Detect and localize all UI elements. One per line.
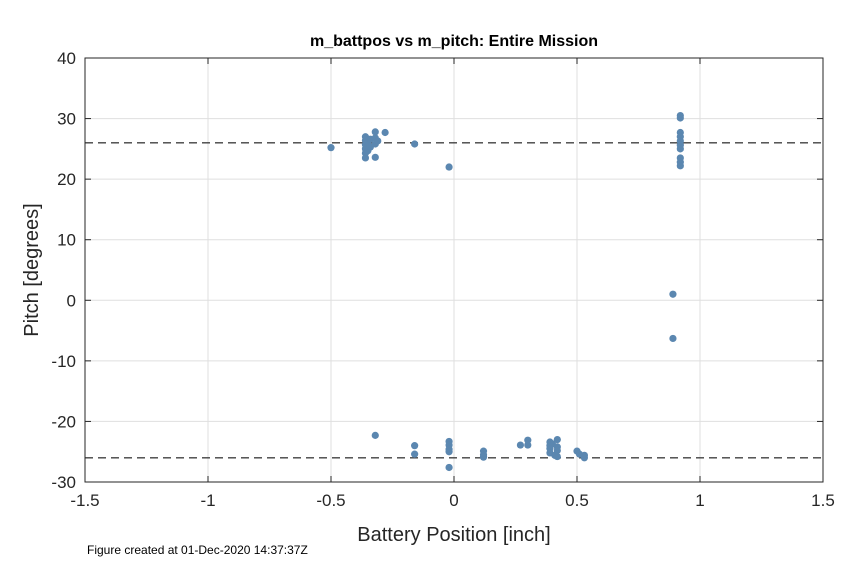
data-point [411, 450, 419, 458]
data-point [516, 441, 525, 449]
y-axis-ticks: -30 -20 -10 0 10 20 30 40 [51, 49, 823, 492]
data-point [676, 145, 684, 153]
x-tick-label: 1.5 [811, 491, 835, 510]
data-point [371, 153, 379, 161]
data-point [669, 290, 677, 298]
y-tick-label: 30 [57, 110, 76, 129]
data-point [371, 431, 379, 439]
y-tick-label: 40 [57, 49, 76, 68]
chart-title: m_battpos vs m_pitch: Entire Mission [310, 33, 598, 50]
data-point [411, 442, 419, 450]
y-tick-label: 0 [67, 291, 76, 310]
data-point [411, 140, 419, 148]
data-point [553, 446, 561, 455]
data-point [553, 436, 561, 444]
x-tick-label: -1.5 [70, 491, 99, 510]
data-point [669, 334, 677, 343]
data-point [676, 114, 684, 122]
data-point [445, 463, 453, 472]
x-tick-label: 0 [449, 491, 458, 510]
grid-lines [84, 57, 824, 483]
x-tick-label: 1 [695, 491, 704, 510]
data-point [524, 441, 532, 449]
data-point [374, 137, 382, 145]
x-tick-label: 0.5 [565, 491, 589, 510]
y-axis-label: Pitch [degrees] [21, 203, 43, 336]
data-point [580, 454, 588, 462]
data-point [553, 452, 561, 461]
reference-lines [85, 142, 823, 459]
y-tick-label: 10 [57, 231, 76, 250]
x-tick-label: -0.5 [316, 491, 345, 510]
data-point [445, 448, 453, 456]
figure-timestamp: Figure created at 01-Dec-2020 14:37:37Z [87, 543, 308, 557]
x-axis-ticks: -1.5 -1 -0.5 0 0.5 1 1.5 [70, 58, 835, 510]
data-point [371, 128, 379, 136]
x-axis-label: Battery Position [inch] [357, 524, 550, 546]
data-point [479, 453, 488, 461]
data-points [327, 111, 684, 472]
data-point [445, 163, 453, 171]
y-tick-label: 20 [57, 170, 76, 189]
data-point [327, 144, 335, 152]
y-tick-label: -20 [51, 412, 76, 431]
y-tick-label: -30 [51, 473, 76, 492]
data-point [381, 128, 389, 137]
y-tick-label: -10 [51, 352, 76, 371]
x-tick-label: -1 [200, 491, 215, 510]
data-point [676, 162, 684, 170]
